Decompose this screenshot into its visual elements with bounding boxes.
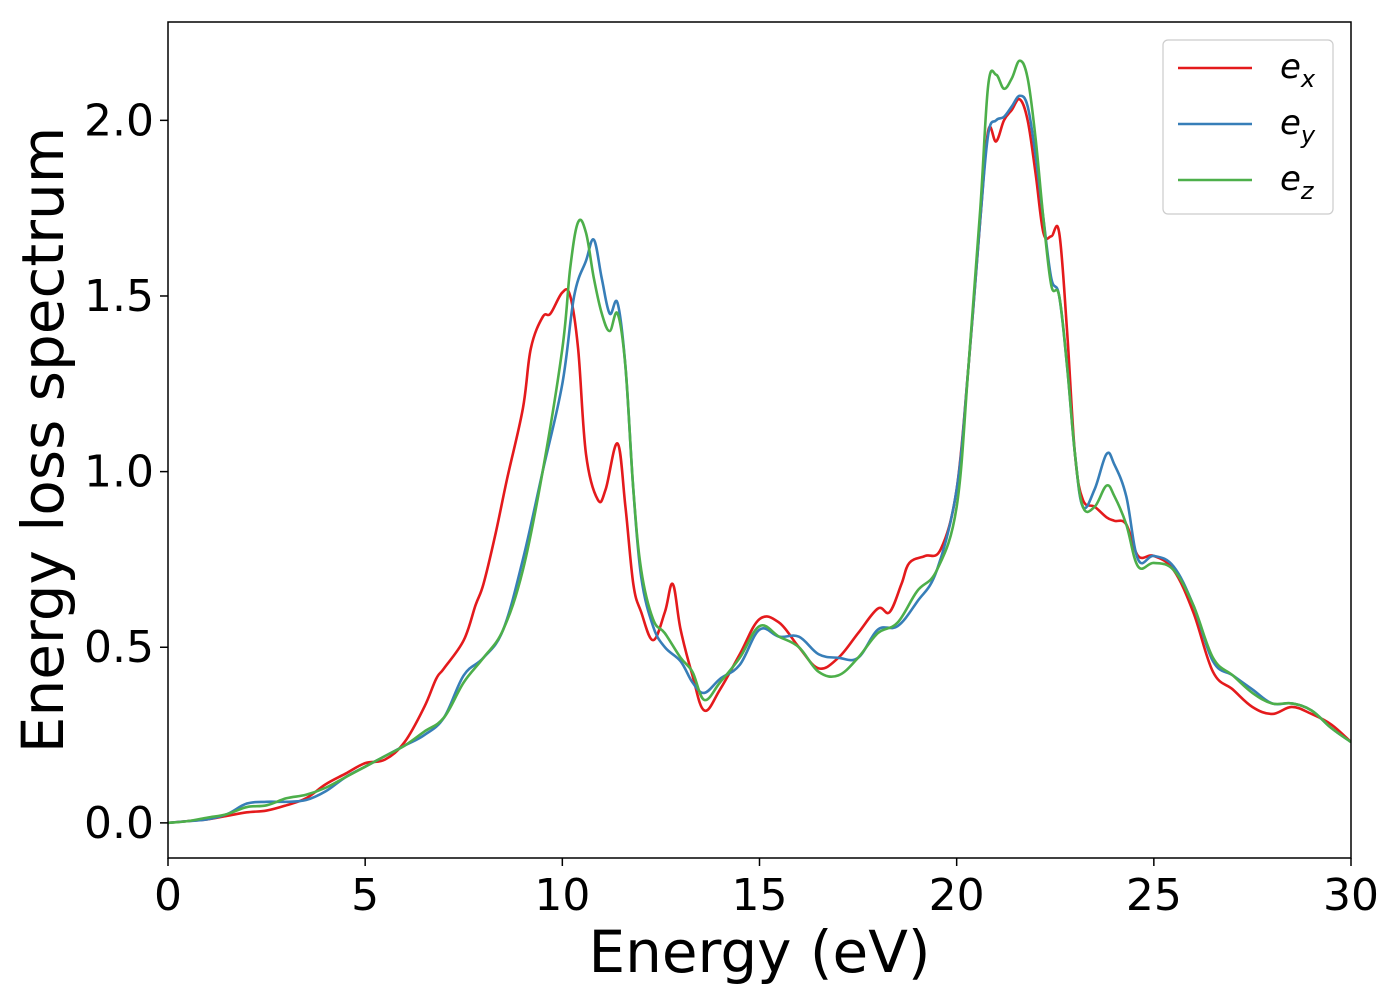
y-tick-label: 0.5 <box>84 622 154 673</box>
y-axis: 0.0 0.5 1.0 1.5 2.0 <box>84 95 168 849</box>
y-axis-label: Energy loss spectrum <box>9 127 77 753</box>
x-tick-label: 10 <box>534 870 590 921</box>
legend: ex ey ez <box>1162 39 1334 215</box>
legend-label-x: ex <box>1280 47 1316 93</box>
y-tick-label: 0.0 <box>84 798 154 849</box>
y-tick-label: 1.5 <box>84 271 154 322</box>
x-axis: 0 5 10 15 20 25 30 <box>154 858 1379 921</box>
x-tick-label: 15 <box>732 870 788 921</box>
y-tick-label: 2.0 <box>84 95 154 146</box>
x-axis-label: Energy (eV) <box>588 918 930 986</box>
y-tick-label: 1.0 <box>84 447 154 498</box>
series-line-y <box>168 94 1351 825</box>
x-tick-label: 20 <box>929 870 985 921</box>
x-tick-label: 30 <box>1323 870 1379 921</box>
series-line-z <box>168 59 1351 825</box>
series-lines <box>168 59 1351 825</box>
series-line-x <box>168 97 1351 825</box>
plot-area <box>168 22 1351 858</box>
legend-label-z: ez <box>1280 159 1315 205</box>
x-tick-label: 0 <box>154 870 182 921</box>
legend-box <box>1162 39 1334 215</box>
legend-label-y: ey <box>1280 103 1316 149</box>
x-tick-label: 25 <box>1126 870 1182 921</box>
x-tick-label: 5 <box>351 870 379 921</box>
